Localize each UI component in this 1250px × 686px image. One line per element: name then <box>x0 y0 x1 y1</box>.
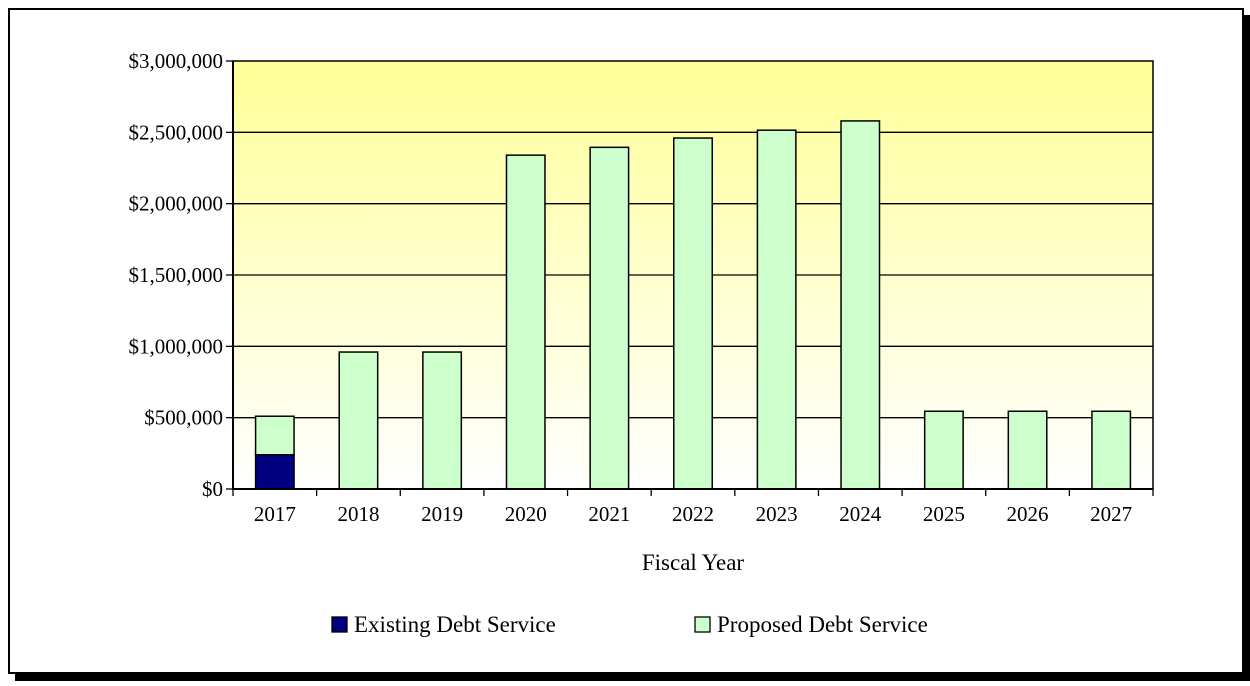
bar-proposed-debt-service <box>254 415 295 456</box>
x-tick-label: 2026 <box>1007 502 1049 526</box>
bar-proposed-debt-service <box>923 410 964 490</box>
y-tick-label: $2,000,000 <box>129 192 224 216</box>
x-axis-label: Fiscal Year <box>642 550 745 575</box>
y-tick-label: $500,000 <box>144 406 223 430</box>
x-tick-label: 2025 <box>923 502 965 526</box>
bar-proposed-debt-service <box>589 146 630 490</box>
bar-proposed-debt-service <box>673 137 713 490</box>
y-tick-label: $0 <box>202 477 223 501</box>
debt-service-chart: $0 $500,000 $1,000,000 $1,500,000 $2,000,000… <box>129 49 1154 637</box>
bars <box>254 120 1132 490</box>
y-tick-labels: $0 $500,000 $1,000,000 $1,500,000 $2,000,000… <box>129 49 224 501</box>
bar-proposed-debt-service <box>756 129 797 490</box>
bar-proposed-debt-service <box>1007 410 1048 490</box>
x-tick-label: 2022 <box>672 502 714 526</box>
x-tick-label: 2017 <box>254 502 296 526</box>
bar-existing-debt-service <box>254 454 295 490</box>
legend: Existing Debt Service Proposed Debt Servi… <box>331 612 928 637</box>
bar-proposed-debt-service <box>338 351 379 490</box>
y-tick-label: $1,000,000 <box>129 334 224 358</box>
x-tick-label: 2018 <box>337 502 379 526</box>
x-tick-label: 2023 <box>756 502 798 526</box>
legend-swatch <box>694 616 711 633</box>
x-tick-label: 2019 <box>421 502 463 526</box>
y-tick-label: $3,000,000 <box>129 49 224 73</box>
x-tick-label: 2021 <box>588 502 630 526</box>
x-tick-label: 2027 <box>1090 502 1132 526</box>
legend-label: Proposed Debt Service <box>717 612 928 637</box>
bar-proposed-debt-service <box>840 120 881 490</box>
y-tick-label: $1,500,000 <box>129 263 224 287</box>
legend-swatch <box>331 616 348 633</box>
x-tick-label: 2020 <box>505 502 547 526</box>
axes <box>226 60 1154 496</box>
bar-proposed-debt-service <box>422 351 463 490</box>
chart-frame: $0 $500,000 $1,000,000 $1,500,000 $2,000,000… <box>8 8 1244 674</box>
y-tick-label: $2,500,000 <box>129 120 224 144</box>
bar-proposed-debt-service <box>1091 410 1132 490</box>
bar-proposed-debt-service <box>505 154 546 490</box>
legend-label: Existing Debt Service <box>354 612 556 637</box>
x-tick-label: 2024 <box>839 502 882 526</box>
x-tick-labels: 2017 2018 2019 2020 2021 2022 2023 2024 2025 2026… <box>254 502 1132 526</box>
